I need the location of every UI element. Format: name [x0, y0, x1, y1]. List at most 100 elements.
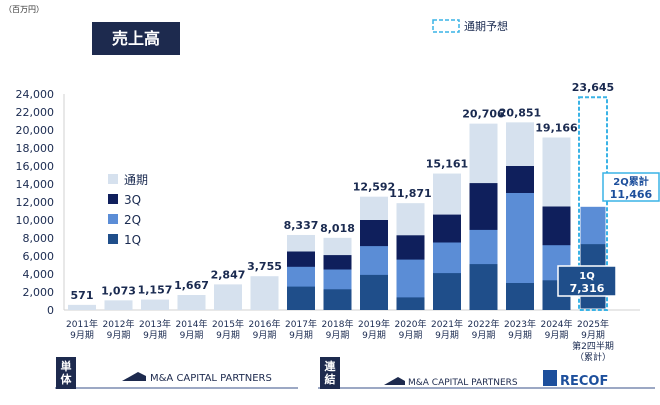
- x-tick-line: 9月期: [216, 330, 240, 341]
- q1-callout-label: 1Q: [579, 271, 594, 282]
- y-tick-label: 10,000: [16, 214, 55, 227]
- standalone-badge-text: 単体: [61, 359, 73, 386]
- x-tick-label: 2025年 9月期第2四半期（累計）: [572, 318, 614, 363]
- total-label: 20,706: [462, 108, 505, 121]
- x-tick-line: 9月期: [581, 330, 605, 341]
- bar-total: [141, 299, 169, 310]
- x-tick-line: 9月期: [289, 330, 313, 341]
- consolidated-badge: [320, 357, 340, 389]
- legend-label-q3: 3Q: [124, 193, 141, 207]
- forecast-legend-label: 通期予想: [464, 19, 508, 33]
- x-tick-line: 9月期: [545, 330, 569, 341]
- recof-logo-mark: [543, 370, 557, 386]
- total-label: 8,337: [284, 219, 319, 232]
- total-label: 12,592: [353, 181, 395, 194]
- x-tick-label: 2021年 9月期: [431, 318, 463, 341]
- y-tick-label: 2,000: [23, 286, 55, 299]
- badge-char: 体: [61, 372, 73, 386]
- x-tick-label: 2017年 9月期: [285, 318, 317, 341]
- total-label: 8,018: [320, 222, 355, 235]
- bar-total: [250, 276, 279, 310]
- x-tick-line: （累計）: [575, 351, 611, 363]
- x-tick-line: 9月期: [70, 330, 94, 341]
- x-tick-line: 2022年: [468, 318, 500, 330]
- legend-swatch-q1: [108, 234, 118, 244]
- total-label: 1,157: [138, 284, 173, 297]
- y-tick-label: 0: [47, 304, 54, 317]
- recof-logo-text: RECOF: [560, 374, 608, 389]
- mcp-logo-mark-right: [384, 377, 405, 385]
- bar-total: [177, 294, 206, 310]
- x-tick-line: 2011年: [66, 318, 98, 330]
- x-tick-label: 2013年 9月期: [139, 318, 171, 341]
- q2-callout-label: 2Q累計: [613, 175, 648, 188]
- legend-swatch-total: [108, 174, 118, 184]
- x-tick-line: 2021年: [431, 318, 463, 330]
- x-tick-line: 9月期: [253, 330, 277, 341]
- total-label: 571: [71, 289, 94, 302]
- x-tick-line: 9月期: [180, 330, 204, 341]
- y-tick-label: 8,000: [23, 232, 55, 245]
- bar-q1: [396, 297, 425, 310]
- x-tick-label: 2024年 9月期: [541, 318, 573, 341]
- bar-q1: [287, 286, 315, 310]
- mcp-logo-mark-left: [122, 372, 146, 381]
- bar-total: [68, 304, 96, 310]
- x-tick-line: 2016年: [249, 318, 281, 330]
- y-tick-label: 4,000: [23, 268, 55, 281]
- recof-logo: RECOF: [543, 370, 608, 389]
- bar-total: [214, 284, 242, 310]
- x-tick-line: 2025年: [577, 318, 609, 330]
- total-label: 2,847: [211, 268, 246, 281]
- mcp-logo-text-left: M&A CAPITAL PARTNERS: [150, 373, 272, 384]
- x-tick-line: 9月期: [143, 330, 167, 341]
- badge-char: 連: [325, 359, 337, 373]
- q2-callout-box: [602, 172, 660, 202]
- total-label: 3,755: [247, 260, 282, 273]
- total-label: 11,871: [389, 187, 431, 200]
- mcp-logo-left: M&A CAPITAL PARTNERS: [122, 372, 272, 384]
- total-label: 1,073: [101, 284, 136, 297]
- x-tick-label: 2016年 9月期: [249, 318, 281, 341]
- x-tick-line: 9月期: [362, 330, 386, 341]
- y-tick-label: 12,000: [16, 196, 55, 209]
- y-tick-label: 16,000: [16, 160, 55, 173]
- x-tick-line: 2013年: [139, 318, 171, 330]
- bar-q1: [360, 274, 388, 310]
- q1-callout-value: 7,316: [570, 282, 605, 295]
- unit-label: （百万円）: [4, 5, 44, 14]
- bars: [68, 96, 608, 311]
- x-tick-label: 2015年 9月期: [212, 318, 244, 341]
- legend-label-total: 通期: [124, 173, 148, 187]
- x-tick-line: 2020年: [395, 318, 427, 330]
- legend-swatch-q3: [108, 194, 118, 204]
- legend: 通期 3Q 2Q 1Q: [108, 173, 148, 247]
- x-tick-line: 9月期: [399, 330, 423, 341]
- total-label: 15,161: [426, 158, 468, 171]
- q2-callout-value: 11,466: [610, 188, 653, 201]
- total-label: 20,851: [499, 106, 541, 119]
- x-tick-line: 2015年: [212, 318, 244, 330]
- badge-char: 結: [325, 372, 336, 386]
- x-tick-label: 2018年 9月期: [322, 318, 354, 341]
- x-tick-label: 2019年 9月期: [358, 318, 390, 341]
- x-tick-line: 2017年: [285, 318, 317, 330]
- bar-q1: [506, 283, 534, 310]
- y-tick-labels: 0 2,000 4,000 6,000 8,000 10,000 12,000 14,000 1…: [16, 88, 55, 317]
- x-tick-label: 2012年 9月期: [103, 318, 135, 341]
- total-label: 19,166: [535, 122, 578, 135]
- legend-label-q1: 1Q: [124, 233, 141, 247]
- bar-q1: [433, 273, 461, 310]
- x-tick-line: 9月期: [107, 330, 131, 341]
- q1-callout-box: [557, 265, 617, 297]
- x-tick-line: 9月期: [508, 330, 532, 341]
- y-tick-label: 20,000: [16, 124, 55, 137]
- title-box: [92, 22, 180, 55]
- q2-callout: 2Q累計 11,466: [602, 172, 660, 202]
- y-tick-label: 22,000: [16, 106, 55, 119]
- total-label: 1,667: [174, 279, 209, 292]
- badge-char: 単: [61, 359, 72, 373]
